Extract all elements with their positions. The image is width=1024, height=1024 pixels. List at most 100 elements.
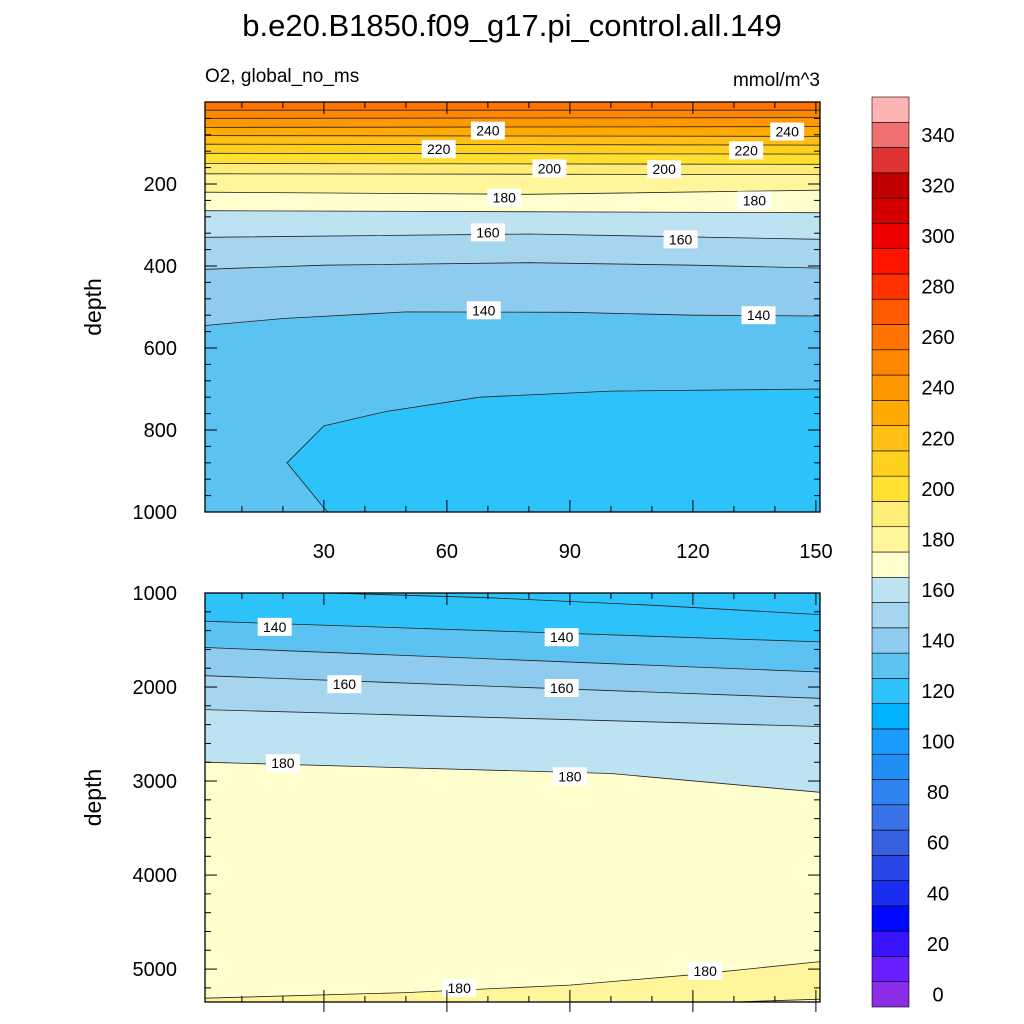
x-tick-label: 90 [559,541,581,563]
chart-title: b.e20.B1850.f09_g17.pi_control.all.149 [242,8,782,43]
y-tick-label: 800 [144,420,177,442]
colorbar-swatch [871,223,910,249]
contour-label: 180 [493,190,517,206]
contour-label-bg [442,978,477,997]
colorbar-swatch [871,627,910,654]
contour-label: 140 [472,302,496,318]
y-axis-label: depth [80,769,106,827]
plot-frame [204,592,821,1003]
colorbar-swatch [871,526,910,553]
contour-label: 200 [538,160,562,176]
contour-line-140 [205,262,820,270]
upper-depth-panel: 240 240 220 220 200 200 180 180 160 160 140 140 200 4… [80,101,833,563]
colorbar-swatch [871,400,910,426]
contour-label: 160 [669,231,693,247]
contour-line-220 [205,135,820,137]
contour-label: 180 [271,755,295,771]
colorbar-label: 240 [921,378,954,400]
lower-depth-panel: 140 140 160 160 180 180 180 180 1000 2000 3000 4000… [80,583,821,1012]
contour-line-150 [205,233,820,240]
plot-frame [204,101,821,513]
colorbar-label: 300 [921,226,954,248]
colorbar-swatch [871,298,910,325]
contour-label-bg [729,141,764,160]
colorbar-swatch [871,652,910,679]
x-tick-label: 30 [313,541,335,563]
colorbar-swatch [871,602,910,629]
colorbar-swatch [871,981,910,1008]
contour-label: 140 [747,307,771,323]
y-axis-label: depth [80,278,106,336]
colorbar-swatch [871,804,910,831]
contour-label: 140 [550,629,574,645]
y-tick-label: 4000 [133,865,178,887]
contour-label-bg [552,767,587,786]
y-tick-label: 600 [144,338,177,360]
contour-label-bg [466,301,501,320]
contour-label-bg [770,122,805,141]
contour-label-bg [663,230,698,249]
colorbar-swatch [871,172,910,199]
colorbar-swatch [871,678,910,704]
colorbar-swatch [871,501,910,528]
contour-line-210 [205,143,820,146]
colorbar-swatch [871,779,910,806]
colorbar-swatch [871,829,910,856]
colorbar-label: 260 [921,327,954,349]
contour-label: 160 [476,224,500,240]
colorbar-swatch [871,197,910,224]
colorbar-label: 100 [921,732,954,754]
contour-label-bg [741,306,776,325]
colorbar-swatch [871,450,910,477]
colorbar-swatch [871,121,910,148]
contour-line-180 [205,961,820,999]
x-tick-label: 60 [436,541,458,563]
y-tick-label: 200 [144,174,177,196]
contour-label-bg [470,121,505,140]
contour-line-160 [205,210,820,214]
contour-line-140 [205,647,820,673]
contour-label-bg [487,188,522,207]
colorbar-swatch [871,905,910,932]
contour-label: 240 [476,123,500,139]
colorbar-swatch [871,855,910,881]
y-tick-label: 5000 [133,959,178,981]
contour-line-160 [205,709,820,727]
contour-label-bg [532,159,567,178]
x-tick-label: 150 [799,541,832,563]
contour-label-bg [647,160,682,179]
x-tick-label: 120 [676,541,709,563]
contour-label: 180 [448,980,472,996]
colorbar-swatch [871,728,910,755]
contour-label: 160 [550,680,574,696]
y-tick-label: 1000 [133,502,178,524]
contour-label-bg [327,675,362,694]
contour-label-bg [737,191,772,210]
contour-line-150 [205,675,820,699]
colorbar-swatch [871,147,910,174]
colorbar-swatch [871,96,910,123]
contour-line-130 [205,620,820,643]
colorbar-label: 180 [921,529,954,551]
colorbar-label: 0 [932,984,943,1006]
y-tick-label: 3000 [133,771,178,793]
colorbar-swatch [871,576,910,603]
contour-label: 240 [776,124,800,140]
colorbar-swatch [871,273,910,300]
contour-line-230 [205,126,820,128]
colorbar-swatch [871,475,910,502]
colorbar-swatch [871,753,910,780]
units-subtitle: mmol/m^3 [733,70,820,91]
variable-subtitle: O2, global_no_ms [205,66,359,87]
colorbar-label: 280 [921,277,954,299]
colorbar-label: 60 [927,833,949,855]
colorbar-swatch [871,880,910,907]
contour-line-240 [205,117,820,119]
colorbar-label: 120 [921,681,954,703]
contour-line-170 [205,761,820,793]
y-tick-label: 2000 [133,677,178,699]
contour-line-170 [205,189,820,195]
contour-label-bg [265,754,300,773]
colorbar-label: 20 [927,934,949,956]
